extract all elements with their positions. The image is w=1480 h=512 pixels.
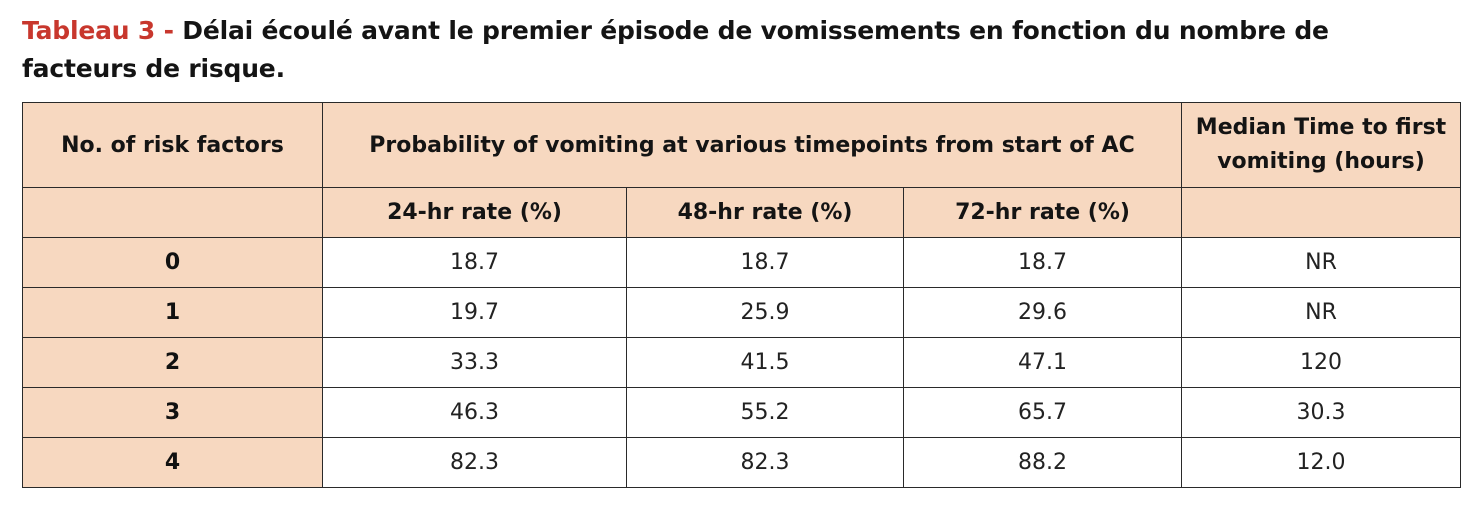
- table-row: 4 82.3 82.3 88.2 12.0: [22, 437, 1461, 488]
- median-time-value: 12.0: [1181, 437, 1461, 488]
- header-median-time: Median Time to first vomiting (hours): [1181, 102, 1461, 188]
- risk-factor-count: 2: [22, 337, 323, 388]
- risk-factor-table: No. of risk factors Probability of vomit…: [22, 102, 1461, 488]
- table-caption: Tableau 3 - Délai écoulé avant le premie…: [22, 12, 1442, 88]
- risk-factor-count: 0: [22, 237, 323, 288]
- rate-72-value: 47.1: [903, 337, 1182, 388]
- risk-factor-count: 4: [22, 437, 323, 488]
- rate-24-value: 82.3: [322, 437, 627, 488]
- table-row: 1 19.7 25.9 29.6 NR: [22, 287, 1461, 338]
- median-time-value: 120: [1181, 337, 1461, 388]
- rate-24-value: 33.3: [322, 337, 627, 388]
- header-rate-48: 48-hr rate (%): [626, 187, 904, 238]
- header-risk-factors: No. of risk factors: [22, 102, 323, 188]
- caption-text: Délai écoulé avant le premier épisode de…: [22, 16, 1329, 83]
- rate-48-value: 18.7: [626, 237, 904, 288]
- rate-24-value: 19.7: [322, 287, 627, 338]
- header-empty-right: [1181, 187, 1461, 238]
- rate-24-value: 46.3: [322, 387, 627, 438]
- median-time-value: NR: [1181, 287, 1461, 338]
- header-row-main: No. of risk factors Probability of vomit…: [22, 102, 1461, 188]
- median-time-value: 30.3: [1181, 387, 1461, 438]
- risk-factor-count: 3: [22, 387, 323, 438]
- rate-48-value: 55.2: [626, 387, 904, 438]
- rate-48-value: 41.5: [626, 337, 904, 388]
- rate-72-value: 88.2: [903, 437, 1182, 488]
- header-rate-72: 72-hr rate (%): [903, 187, 1182, 238]
- header-probability: Probability of vomiting at various timep…: [322, 102, 1182, 188]
- rate-72-value: 18.7: [903, 237, 1182, 288]
- rate-24-value: 18.7: [322, 237, 627, 288]
- median-time-value: NR: [1181, 237, 1461, 288]
- rate-48-value: 82.3: [626, 437, 904, 488]
- rate-72-value: 65.7: [903, 387, 1182, 438]
- table-row: 2 33.3 41.5 47.1 120: [22, 337, 1461, 388]
- header-row-sub: 24-hr rate (%) 48-hr rate (%) 72-hr rate…: [22, 187, 1461, 238]
- header-rate-24: 24-hr rate (%): [322, 187, 627, 238]
- table-row: 3 46.3 55.2 65.7 30.3: [22, 387, 1461, 438]
- table-row: 0 18.7 18.7 18.7 NR: [22, 237, 1461, 288]
- header-empty-left: [22, 187, 323, 238]
- rate-48-value: 25.9: [626, 287, 904, 338]
- risk-factor-count: 1: [22, 287, 323, 338]
- rate-72-value: 29.6: [903, 287, 1182, 338]
- caption-label: Tableau 3 -: [22, 16, 174, 45]
